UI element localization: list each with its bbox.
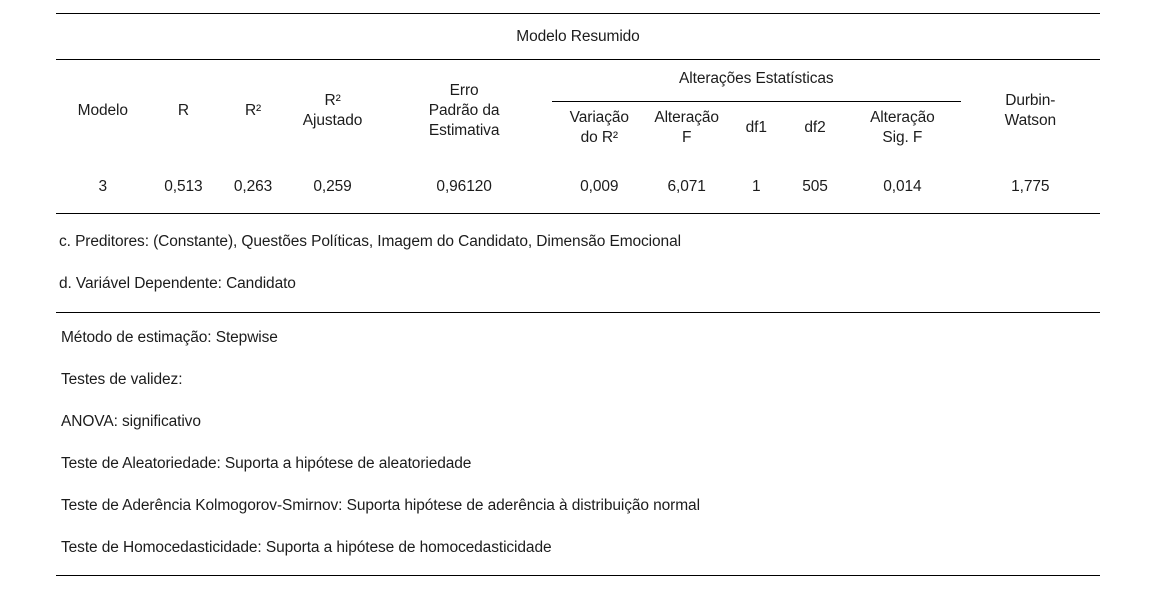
col-header-modelo: Modelo [77, 102, 128, 119]
table-footnotes: c. Preditores: (Constante), Questões Pol… [56, 214, 1100, 313]
col-header-erro-padrao: Erro Padrão da Estimativa [428, 82, 500, 139]
footnote-predictors: c. Preditores: (Constante), Questões Pol… [59, 233, 681, 250]
cell-alteracao-f: 6,071 [646, 162, 727, 214]
col-header-df1: df1 [745, 119, 767, 136]
col-header-r: R [177, 102, 189, 119]
col-group-alteracoes-estatisticas: Alterações Estatísticas [551, 59, 961, 102]
cell-durbin-watson: 1,775 [960, 162, 1100, 214]
header-row-sub: Variação do R² Alteração F df1 df2 Alter… [56, 102, 1100, 163]
cell-variacao-r2: 0,009 [551, 162, 647, 214]
note-estimation-method: Método de estimação: Stepwise [61, 329, 278, 346]
cell-alteracao-sig-f: 0,014 [844, 162, 961, 214]
cell-modelo: 3 [56, 162, 150, 214]
cell-df2: 505 [785, 162, 845, 214]
title-row: Modelo Resumido [56, 13, 1100, 60]
cell-df1: 1 [726, 162, 786, 214]
cell-r2-ajustado: 0,259 [288, 162, 377, 214]
cell-r: 0,513 [149, 162, 218, 214]
model-summary-table: Modelo Resumido Modelo R R² R² Ajustado … [56, 13, 1100, 214]
header-row-top: Modelo R R² R² Ajustado Erro Padrão da E… [56, 59, 1100, 139]
footnote-dependent-variable: d. Variável Dependente: Candidato [59, 275, 296, 292]
col-header-r2: R² [244, 102, 262, 119]
cell-erro-padrao: 0,96120 [376, 162, 552, 214]
col-header-alteracao-f: Alteração F [654, 109, 719, 146]
col-header-variacao-r2: Variação do R² [569, 109, 629, 146]
col-header-df2: df2 [804, 119, 826, 136]
table-row: 3 0,513 0,263 0,259 0,96120 0,009 6,071 … [56, 162, 1100, 214]
note-validity-tests: Testes de validez: [61, 371, 183, 388]
col-header-r2-ajustado: R² Ajustado [302, 92, 363, 129]
note-kolmogorov-smirnov-test: Teste de Aderência Kolmogorov-Smirnov: S… [61, 497, 700, 514]
validity-notes: Método de estimação: Stepwise Testes de … [56, 313, 1100, 576]
note-anova: ANOVA: significativo [61, 413, 201, 430]
table-title: Modelo Resumido [56, 13, 1100, 60]
col-header-alteracao-sig-f: Alteração Sig. F [870, 109, 935, 146]
note-randomness-test: Teste de Aleatoriedade: Suporta a hipóte… [61, 455, 472, 472]
col-header-durbin-watson: Durbin- Watson [1004, 92, 1056, 129]
model-summary-page: Modelo Resumido Modelo R R² R² Ajustado … [56, 13, 1100, 576]
cell-r2: 0,263 [217, 162, 289, 214]
note-homoscedasticity-test: Teste de Homocedasticidade: Suporta a hi… [61, 539, 552, 556]
